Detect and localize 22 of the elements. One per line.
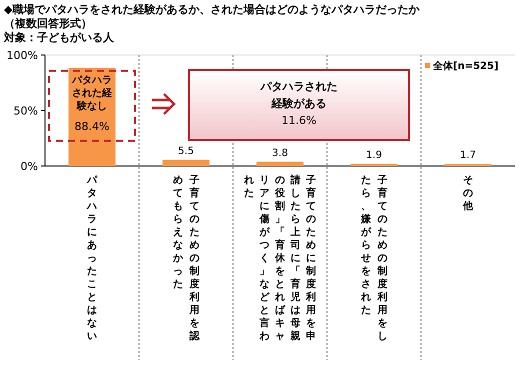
y-tick-label: 50%: [14, 104, 38, 118]
data-label: 1.7: [460, 150, 476, 162]
chart-title: ◆職場でパタハラをされた経験があるか、された場合はどのようなパタハラだったか: [4, 3, 420, 17]
x-tick-label: その他: [462, 174, 474, 214]
annotation: 11.6%: [280, 113, 318, 129]
bar: [256, 162, 304, 166]
category-label: 子育てのために制度利用を申請したら上司に「育児は母親の役割」「育休をとればキャリアに傷がつく」などと言われた: [244, 175, 316, 342]
chart-subtitle: （複数回答形式）: [4, 17, 92, 31]
text: 対象：子どもがいる人: [4, 31, 114, 45]
data-label: 5.5: [178, 146, 194, 157]
category-label: 子育てのための制度利用をしたら、嫌がらせをされた: [360, 175, 388, 342]
y-tick-label: 0%: [20, 160, 38, 173]
annotation: パタハラされた経験なし: [70, 74, 113, 113]
data-label: 3.8: [272, 148, 288, 159]
annotation: パタハラされた経験がある: [259, 79, 338, 112]
category-label: 子育てのための制度利用を認めてもらえなかった: [172, 175, 200, 342]
bar: [162, 160, 210, 166]
data-label: 88.4%: [74, 120, 110, 133]
category-label: パタハラにあったことはない: [87, 175, 97, 342]
legend-label: 全体[n=525]: [432, 60, 499, 72]
data-label: 1.9: [366, 150, 382, 161]
y-tick-label: 100%: [6, 49, 38, 62]
